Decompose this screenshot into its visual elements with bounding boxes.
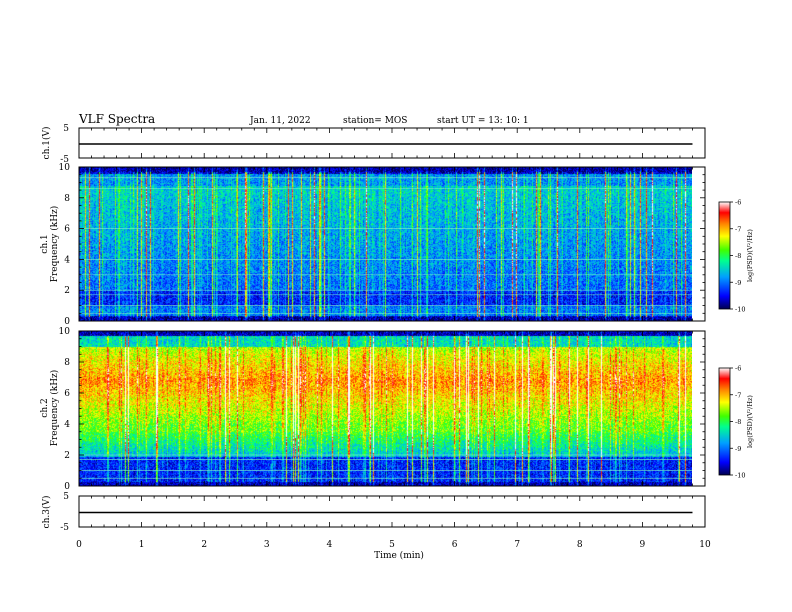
time-tick-label: 9	[640, 540, 646, 550]
colorbar-scale	[718, 367, 731, 476]
time-tick-label: 1	[139, 540, 145, 550]
station-label: station= MOS	[343, 116, 407, 126]
spectrogram-image	[79, 167, 692, 321]
colorbar-label: log(PSD)(V²/Hz)	[746, 229, 754, 282]
ch1-colorbar: -6 -7 -8 -9 -10 log(PSD)(V²/Hz)	[718, 199, 754, 314]
ch1-xticks	[78, 128, 706, 158]
freq-tick-label: 8	[64, 358, 70, 368]
ch1-ytick-bottom: -5	[60, 155, 69, 165]
colorbar-label: log(PSD)(V²/Hz)	[746, 395, 754, 448]
ch1-ytick-top: 5	[63, 124, 69, 134]
colorbar-tick-label: -10	[735, 472, 745, 480]
freq-tick-label: 6	[64, 389, 70, 399]
colorbar-tick-label: -9	[735, 445, 741, 453]
ch3-waveform-panel: 5 -5 ch.3(V) 0 1 2 3 4 5 6 7 8 9 10 Time (min)	[41, 492, 711, 561]
colorbar-tick-label: -6	[735, 365, 741, 373]
ch3-ylabel: ch.3(V)	[41, 496, 52, 529]
time-tick-label: 4	[327, 540, 333, 550]
date-label: Jan. 11, 2022	[249, 116, 311, 126]
ch1-waveform-panel: 5 -5 ch.1(V)	[41, 124, 706, 165]
start-time-label: start UT = 13: 10: 1	[437, 116, 529, 126]
time-tick-label: 0	[76, 540, 82, 550]
colorbar-tick-label: -9	[735, 279, 741, 287]
time-tick-label: 5	[389, 540, 395, 550]
colorbar-tick-label: -10	[735, 306, 745, 314]
time-tick-label: 2	[201, 540, 207, 550]
colorbar-tick-label: -7	[735, 225, 741, 233]
freq-tick-label: 4	[64, 420, 70, 430]
colorbar-tick-label: -8	[735, 418, 741, 426]
ch1-spectrogram-ylabel-freq: Frequency (kHz)	[49, 206, 60, 283]
ch2-spectrogram-panel: 0 2 4 6 8 10 ch.2 Frequency (kHz)	[40, 327, 706, 492]
colorbar-tick-label: -7	[735, 391, 741, 399]
ch1-ylabel: ch.1(V)	[41, 127, 52, 160]
time-tick-label: 7	[514, 540, 520, 550]
freq-tick-label: 6	[64, 225, 70, 235]
time-axis-label: Time (min)	[374, 550, 424, 561]
freq-tick-label: 0	[64, 482, 70, 492]
ch2-spectrogram-ylabel-ch: ch.2	[40, 398, 50, 417]
ch2-spectrogram-ylabel-freq: Frequency (kHz)	[49, 370, 60, 447]
colorbar-tick-label: -8	[735, 252, 741, 260]
header: VLF Spectra Jan. 11, 2022 station= MOS s…	[78, 112, 529, 126]
freq-tick-label: 2	[64, 286, 70, 296]
freq-tick-label: 10	[59, 163, 71, 173]
ch1-spectrogram-heatmap	[79, 167, 692, 321]
time-tick-label: 10	[699, 540, 711, 550]
time-axis-tick-labels: 0 1 2 3 4 5 6 7 8 9 10	[76, 540, 711, 550]
ch1-spectrogram-xticks	[78, 167, 706, 321]
ch1-spectrogram-panel: 0 2 4 6 8 10 ch.1 Frequency (kHz)	[40, 163, 706, 327]
freq-tick-label: 2	[64, 451, 70, 461]
ch2-spectrogram-yticks: 0 2 4 6 8 10	[59, 327, 705, 492]
ch2-spectrogram-heatmap	[79, 331, 692, 486]
freq-tick-label: 10	[59, 327, 71, 337]
time-tick-label: 3	[264, 540, 270, 550]
time-tick-label: 8	[577, 540, 583, 550]
time-tick-label: 6	[452, 540, 458, 550]
ch3-ytick-top: 5	[63, 492, 69, 502]
spectrogram-image	[79, 331, 692, 486]
ch2-spectrogram-xticks	[78, 331, 706, 486]
ch2-colorbar: -6 -7 -8 -9 -10 log(PSD)(V²/Hz)	[718, 365, 754, 480]
freq-tick-label: 8	[64, 194, 70, 204]
ch3-ytick-bottom: -5	[60, 523, 69, 533]
freq-tick-label: 0	[64, 317, 70, 327]
freq-tick-label: 4	[64, 255, 70, 265]
colorbar-tick-label: -6	[735, 199, 741, 207]
figure-title: VLF Spectra	[78, 112, 155, 126]
ch3-xticks	[78, 496, 706, 527]
ch1-spectrogram-yticks: 0 2 4 6 8 10	[59, 163, 705, 327]
colorbar-scale	[718, 201, 731, 310]
ch1-spectrogram-ylabel-ch: ch.1	[40, 234, 50, 253]
